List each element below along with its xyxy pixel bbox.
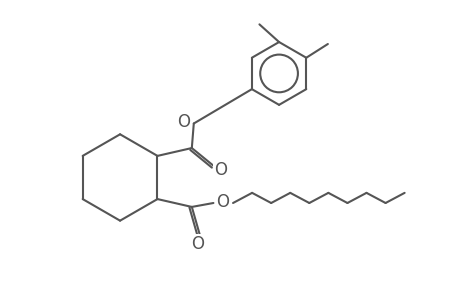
Text: O: O xyxy=(177,112,190,130)
Text: O: O xyxy=(191,235,204,253)
Text: O: O xyxy=(213,160,226,178)
Text: O: O xyxy=(215,193,228,211)
